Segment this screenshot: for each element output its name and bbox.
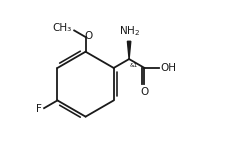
Text: O: O — [140, 87, 149, 97]
Text: OH: OH — [160, 63, 176, 73]
Polygon shape — [127, 41, 131, 59]
Text: F: F — [36, 104, 42, 114]
Text: O: O — [84, 31, 93, 41]
Text: &1: &1 — [130, 63, 138, 68]
Text: NH$_2$: NH$_2$ — [119, 25, 140, 39]
Text: CH₃: CH₃ — [53, 23, 72, 33]
